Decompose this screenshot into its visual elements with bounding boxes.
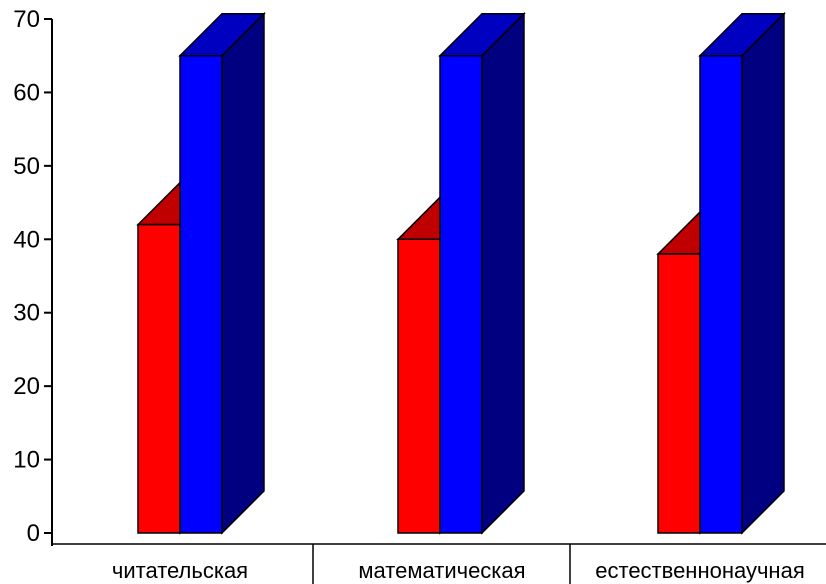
category-label: читательская <box>112 558 248 583</box>
bar-front-face <box>657 253 701 534</box>
category-label: естественнонаучная <box>595 558 804 583</box>
bar-front-face <box>397 238 441 534</box>
y-tick-label: 50 <box>13 153 40 180</box>
y-tick-label: 30 <box>13 300 40 327</box>
category-label: математическая <box>358 558 525 583</box>
bar-side-face <box>481 11 525 535</box>
bar-side-face <box>221 11 265 535</box>
bar-front-face <box>699 54 743 534</box>
bars <box>136 11 786 535</box>
y-tick-label: 40 <box>13 226 40 253</box>
y-tick-label: 60 <box>13 79 40 106</box>
labels: 0 10 20 30 40 50 60 70 читательская математическа… <box>13 6 804 583</box>
bar-front-face <box>137 223 181 534</box>
bar-blue <box>698 11 786 535</box>
axes <box>44 18 826 584</box>
bar-front-face <box>439 54 483 534</box>
y-tick-label: 70 <box>13 6 40 33</box>
y-tick-label: 0 <box>27 520 40 547</box>
bar-side-face <box>741 11 785 535</box>
bar-blue <box>178 11 266 535</box>
y-tick-label: 20 <box>13 373 40 400</box>
bar-blue <box>438 11 526 535</box>
y-tick-label: 10 <box>13 447 40 474</box>
bar-front-face <box>179 54 223 534</box>
